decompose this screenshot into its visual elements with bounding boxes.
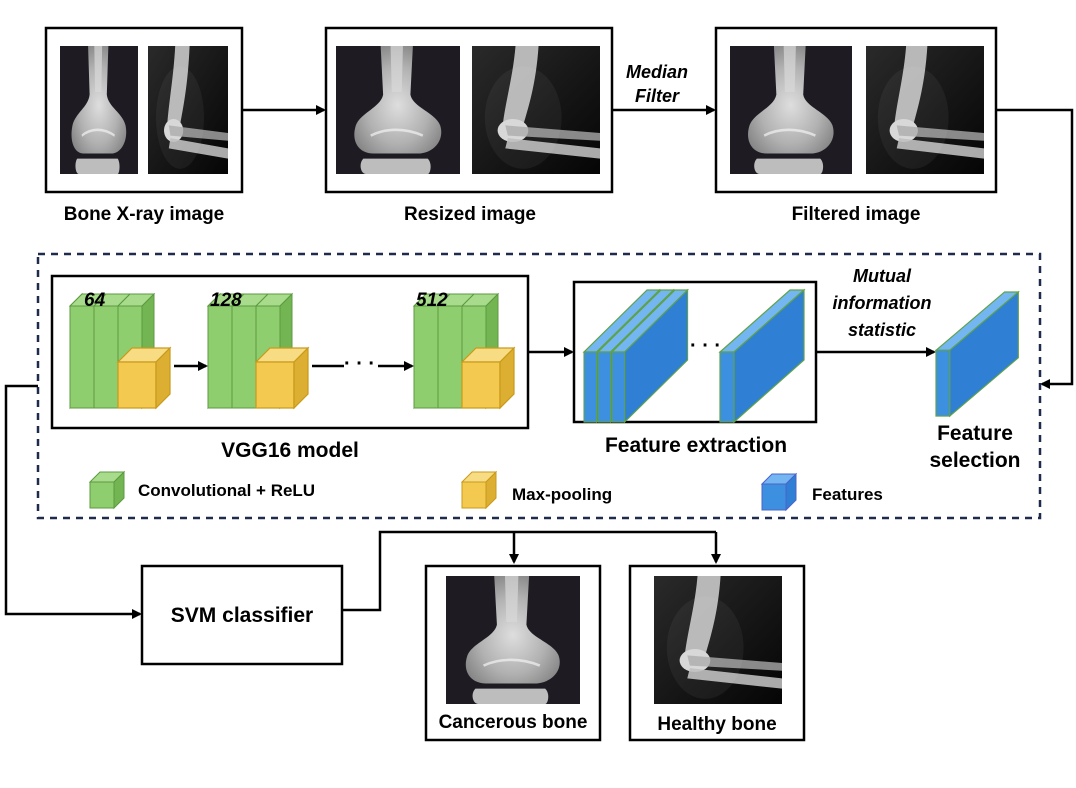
legend-conv-icon <box>88 470 126 510</box>
vgg16-label: VGG16 model <box>221 439 359 462</box>
feature-selection-label-1: Feature <box>937 422 1013 445</box>
svm-classifier-box <box>140 564 344 666</box>
elbow-xray-icon <box>866 46 984 174</box>
mi-label-1: Mutual <box>853 266 912 286</box>
channels-512: 512 <box>416 290 448 311</box>
legend-features-label: Features <box>812 485 883 504</box>
cancerous-output-box <box>424 564 602 742</box>
filtered-image-box <box>714 26 998 194</box>
channels-64: 64 <box>84 290 106 311</box>
elbow-xray-icon <box>148 46 228 174</box>
elbow-xray-icon <box>472 46 600 174</box>
legend-conv-label: Convolutional + ReLU <box>138 481 315 500</box>
input-image-label: Bone X-ray image <box>64 204 225 225</box>
healthy-label: Healthy bone <box>657 714 776 735</box>
channels-128: 128 <box>210 290 242 311</box>
feature-ellipsis: · · · <box>690 335 721 357</box>
resized-image-box <box>324 26 614 194</box>
input-image-box <box>44 26 244 194</box>
healthy-output-box <box>628 564 806 742</box>
knee-xray-icon <box>58 44 140 176</box>
mi-label-3: statistic <box>848 320 916 340</box>
legend-pool-icon <box>460 470 498 510</box>
elbow-xray-icon <box>654 576 782 704</box>
knee-xray-icon <box>334 44 462 176</box>
selected-feature-map <box>935 291 1019 417</box>
median-filter-label-1: Median <box>626 62 688 82</box>
svm-classifier-label: SVM classifier <box>171 604 313 627</box>
filtered-image-label: Filtered image <box>792 204 921 225</box>
median-filter-label-2: Filter <box>635 86 680 106</box>
deep-feature-region <box>36 252 1042 520</box>
feature-extraction-label: Feature extraction <box>605 434 787 457</box>
arrow-features-to-svm <box>4 384 142 619</box>
knee-xray-icon <box>728 44 854 176</box>
feature-selection-label-2: selection <box>929 449 1020 472</box>
resized-image-label: Resized image <box>404 204 536 225</box>
legend: Convolutional + ReLU Max-pooling Feature… <box>88 470 883 512</box>
legend-pool-label: Max-pooling <box>512 485 612 504</box>
arrow-filtered-to-model <box>996 108 1074 389</box>
arrow-svm-to-outputs <box>342 530 716 612</box>
legend-features-icon <box>760 472 798 512</box>
cancerous-label: Cancerous bone <box>439 712 588 733</box>
mi-label-2: information <box>833 293 932 313</box>
knee-xray-icon <box>444 574 582 706</box>
ellipsis: · · · <box>344 353 375 375</box>
